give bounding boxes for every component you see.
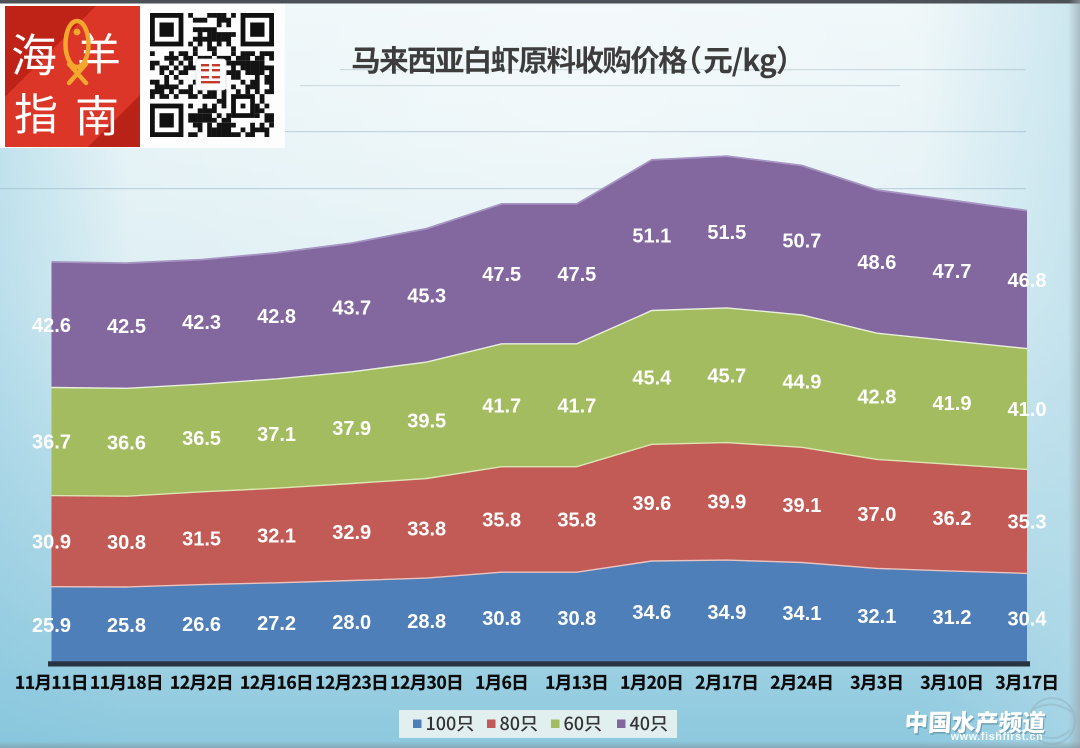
svg-text:30.8: 30.8 [107,532,146,554]
svg-text:35.3: 35.3 [1008,512,1047,534]
svg-text:34.6: 34.6 [632,602,671,624]
svg-text:27.2: 27.2 [257,613,296,635]
svg-text:34.9: 34.9 [707,602,746,624]
svg-text:39.6: 39.6 [632,493,671,515]
svg-text:39.1: 39.1 [782,495,821,517]
svg-text:43.7: 43.7 [332,298,371,320]
svg-text:36.7: 36.7 [32,432,71,454]
svg-text:42.5: 42.5 [107,316,146,338]
svg-text:35.8: 35.8 [482,510,521,532]
svg-text:37.9: 37.9 [332,418,371,440]
svg-text:42.8: 42.8 [257,306,296,328]
svg-text:46.8: 46.8 [1008,270,1047,292]
svg-text:47.7: 47.7 [933,261,972,283]
svg-text:33.8: 33.8 [407,519,446,541]
svg-text:45.7: 45.7 [707,365,746,387]
svg-text:30.8: 30.8 [557,608,596,630]
svg-text:47.5: 47.5 [557,264,596,286]
svg-text:45.4: 45.4 [632,368,672,390]
svg-text:36.2: 36.2 [933,508,972,530]
svg-text:39.9: 39.9 [707,492,746,514]
svg-text:41.0: 41.0 [1008,399,1047,421]
svg-text:51.5: 51.5 [707,222,746,244]
svg-text:41.7: 41.7 [557,396,596,418]
svg-text:30.9: 30.9 [32,531,71,553]
svg-text:26.6: 26.6 [182,614,221,636]
svg-text:50.7: 50.7 [782,231,821,253]
svg-text:31.2: 31.2 [933,607,972,629]
svg-text:45.3: 45.3 [407,286,446,308]
svg-text:42.6: 42.6 [32,315,71,337]
svg-text:25.8: 25.8 [107,615,146,637]
svg-text:47.5: 47.5 [482,264,521,286]
svg-text:35.8: 35.8 [557,510,596,532]
svg-text:41.9: 41.9 [933,393,972,415]
svg-text:42.8: 42.8 [857,387,896,409]
svg-text:25.9: 25.9 [32,615,71,637]
svg-text:30.4: 30.4 [1008,608,1048,630]
svg-text:36.6: 36.6 [107,433,146,455]
svg-text:51.1: 51.1 [632,225,671,247]
svg-text:48.6: 48.6 [857,252,896,274]
svg-text:28.0: 28.0 [332,612,371,634]
svg-text:37.1: 37.1 [257,424,296,446]
svg-text:34.1: 34.1 [782,603,821,625]
svg-text:36.5: 36.5 [182,428,221,450]
svg-text:32.1: 32.1 [257,526,296,548]
svg-text:37.0: 37.0 [857,504,896,526]
svg-text:44.9: 44.9 [782,371,821,393]
svg-text:41.7: 41.7 [482,396,521,418]
svg-text:31.5: 31.5 [182,528,221,550]
svg-text:32.1: 32.1 [857,606,896,628]
svg-text:32.9: 32.9 [332,522,371,544]
svg-text:28.8: 28.8 [407,611,446,633]
svg-text:42.3: 42.3 [182,312,221,334]
svg-text:39.5: 39.5 [407,411,446,433]
svg-text:www.fishfirst.cn: www.fishfirst.cn [950,731,1044,743]
svg-text:30.8: 30.8 [482,608,521,630]
